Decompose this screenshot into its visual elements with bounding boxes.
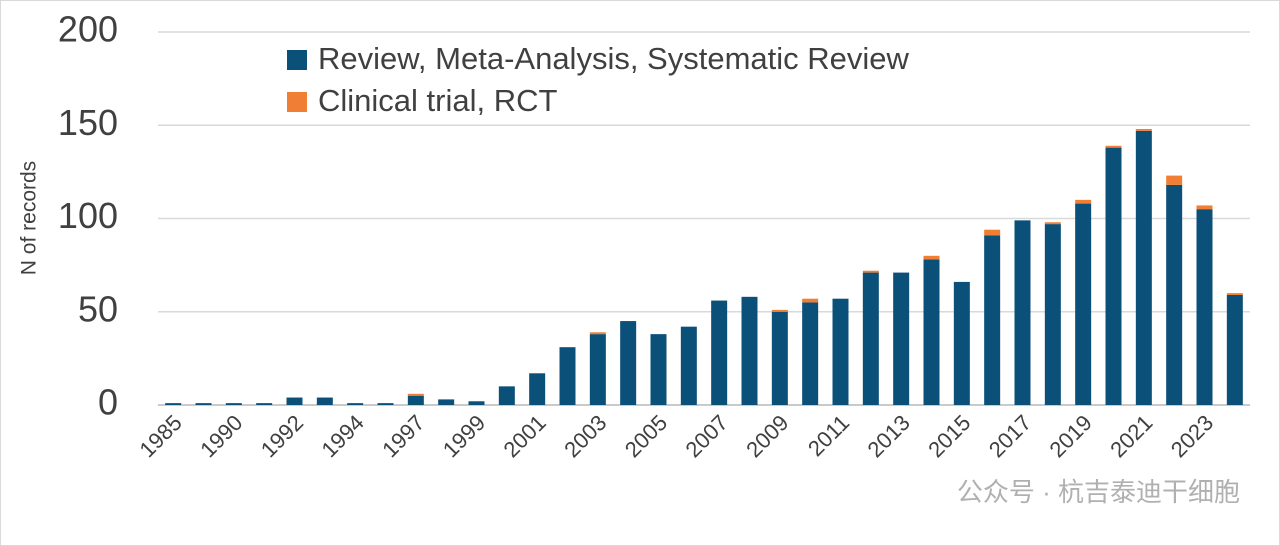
- bar-segment: [165, 403, 182, 405]
- bar-segment: [741, 296, 758, 405]
- bar-segment: [377, 403, 394, 405]
- bar-segment: [225, 403, 242, 405]
- y-tick-label: 150: [58, 102, 118, 143]
- y-tick-label: 100: [58, 195, 118, 236]
- bar-segment: [316, 397, 333, 405]
- bar-segment: [589, 334, 606, 405]
- bar-segment: [1196, 205, 1213, 210]
- bar-segment: [1166, 175, 1183, 185]
- bar-segment: [832, 298, 849, 405]
- bar-segment: [498, 386, 515, 405]
- bar-segment: [529, 373, 546, 405]
- bar-segment: [1044, 224, 1061, 405]
- bar-segment: [1226, 294, 1243, 405]
- bar-segment: [256, 403, 273, 405]
- legend-label: Review, Meta-Analysis, Systematic Review: [318, 41, 910, 76]
- bar-segment: [862, 272, 879, 405]
- bar-segment: [620, 321, 637, 405]
- legend-swatch: [287, 92, 307, 112]
- bar-segment: [923, 255, 940, 260]
- bar-segment: [559, 347, 576, 405]
- watermark: 公众号 · 杭吉泰迪干细胞: [957, 477, 1240, 507]
- bar-segment: [984, 229, 1001, 236]
- y-tick-label: 0: [98, 382, 118, 423]
- bar-segment: [1135, 130, 1152, 405]
- bar-segment: [771, 309, 788, 312]
- bar-segment: [984, 235, 1001, 405]
- bar-segment: [923, 259, 940, 405]
- bar-segment: [802, 302, 819, 405]
- y-tick-label: 200: [58, 9, 118, 50]
- bar-segment: [1075, 203, 1092, 405]
- bar-segment: [1105, 147, 1122, 405]
- y-tick-label: 50: [78, 288, 118, 329]
- bar-segment: [438, 399, 455, 405]
- bar-segment: [286, 397, 303, 405]
- bar-segment: [407, 395, 424, 405]
- bar-segment: [862, 270, 879, 273]
- legend-label: Clinical trial, RCT: [318, 83, 557, 118]
- y-axis-label: N of records: [18, 161, 41, 275]
- bar-segment: [1105, 145, 1122, 148]
- bar-segment: [1044, 222, 1061, 225]
- bar-segment: [1226, 293, 1243, 295]
- bar-segment: [1075, 199, 1092, 204]
- bar-segment: [407, 393, 424, 396]
- bar-segment: [893, 272, 910, 405]
- bar-segment: [468, 401, 485, 405]
- legend-swatch: [287, 50, 307, 70]
- bar-segment: [680, 326, 697, 405]
- bar-segment: [347, 403, 364, 405]
- bar-segment: [1196, 209, 1213, 405]
- bar-segment: [1166, 184, 1183, 405]
- bar-segment: [953, 281, 970, 405]
- bar-segment: [589, 332, 606, 335]
- bar-segment: [711, 300, 728, 405]
- bar-segment: [802, 298, 819, 303]
- bar-segment: [1014, 220, 1031, 405]
- bar-segment: [195, 403, 212, 405]
- bar-segment: [650, 334, 667, 405]
- bar-segment: [771, 311, 788, 405]
- bar-segment: [1135, 128, 1152, 131]
